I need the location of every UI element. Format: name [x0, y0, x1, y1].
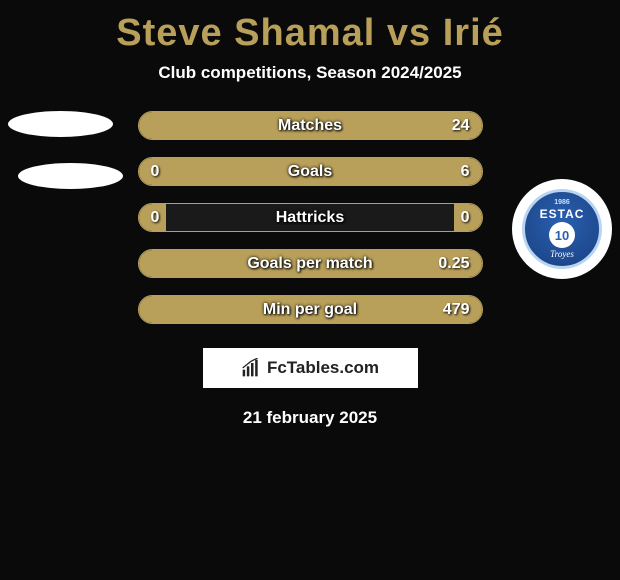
bar-value-right: 0	[461, 204, 470, 231]
bar-label: Goals	[139, 158, 482, 185]
stat-bar-1: Goals0 6	[138, 157, 483, 186]
brand-box: FcTables.com	[203, 348, 418, 388]
bar-value-left: 0	[151, 158, 160, 185]
bar-label: Hattricks	[139, 204, 482, 231]
crest-city: Troyes	[550, 249, 574, 259]
stat-bar-4: Min per goal479	[138, 295, 483, 324]
stat-bar-3: Goals per match0.25	[138, 249, 483, 278]
subtitle: Club competitions, Season 2024/2025	[0, 63, 620, 83]
left-team-ellipse-1	[8, 111, 113, 137]
left-team-ellipse-2	[18, 163, 123, 189]
bar-value-right: 6	[461, 158, 470, 185]
crest-number: 10	[549, 222, 575, 248]
bar-label: Goals per match	[139, 250, 482, 277]
stat-bars: Matches24Goals06Hattricks00Goals per mat…	[138, 111, 483, 324]
stat-bar-2: Hattricks0 0	[138, 203, 483, 232]
comparison-stage: 1986 ESTAC 10 Troyes Matches24Goals06Hat…	[0, 111, 620, 324]
crest-name: ESTAC	[540, 207, 585, 221]
club-crest: 1986 ESTAC 10 Troyes	[522, 189, 602, 269]
bar-value-right: 0.25	[438, 250, 469, 277]
page-title: Steve Shamal vs Irié	[0, 0, 620, 63]
bar-label: Matches	[139, 112, 482, 139]
bar-value-right: 479	[443, 296, 470, 323]
bar-value-right: 24	[452, 112, 470, 139]
brand-text: FcTables.com	[267, 358, 379, 378]
bar-value-left: 0	[151, 204, 160, 231]
crest-year: 1986	[554, 199, 570, 206]
stat-bar-0: Matches24	[138, 111, 483, 140]
chart-icon	[241, 358, 261, 378]
date-text: 21 february 2025	[0, 408, 620, 428]
bar-label: Min per goal	[139, 296, 482, 323]
right-team-badge: 1986 ESTAC 10 Troyes	[512, 179, 612, 279]
